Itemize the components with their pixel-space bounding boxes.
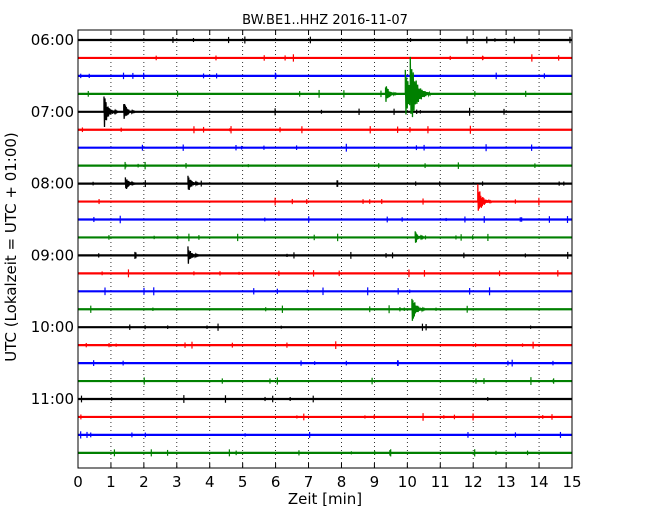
x-tick-label-2: 2 <box>139 473 149 491</box>
x-tick-label-13: 13 <box>497 473 516 491</box>
x-tick-label-12: 12 <box>464 473 483 491</box>
y-axis-label: UTC (Lokalzeit = UTC + 01:00) <box>2 132 20 362</box>
x-tick-label-14: 14 <box>530 473 549 491</box>
x-axis-ticks: 0 1 2 3 4 5 6 7 8 9 10 11 12 13 14 15 <box>73 30 582 491</box>
x-tick-label-4: 4 <box>205 473 215 491</box>
event-2 <box>409 56 432 118</box>
y-tick-label-3: 09:00 <box>31 246 74 264</box>
x-tick-label-11: 11 <box>431 473 450 491</box>
x-tick-label-8: 8 <box>337 473 347 491</box>
x-tick-label-10: 10 <box>398 473 417 491</box>
event-0 <box>384 86 398 102</box>
x-tick-label-3: 3 <box>172 473 182 491</box>
x-axis-label: Zeit [min] <box>288 490 362 508</box>
y-tick-label-4: 10:00 <box>31 318 74 336</box>
event-5 <box>124 177 137 190</box>
y-tick-label-0: 06:00 <box>31 31 74 49</box>
x-tick-label-6: 6 <box>271 473 281 491</box>
x-tick-label-1: 1 <box>106 473 116 491</box>
event-9 <box>187 246 200 264</box>
plot-frame <box>77 29 573 469</box>
y-axis-ticks: 06:00 07:00 08:00 09:00 10:00 11:00 <box>31 31 83 408</box>
x-tick-label-0: 0 <box>73 473 83 491</box>
grid-lines <box>77 30 573 468</box>
x-tick-label-5: 5 <box>238 473 248 491</box>
x-tick-label-7: 7 <box>304 473 314 491</box>
y-tick-label-2: 08:00 <box>31 175 74 193</box>
y-tick-label-1: 07:00 <box>31 103 74 121</box>
event-3 <box>103 96 119 127</box>
event-10 <box>411 298 426 321</box>
event-8 <box>414 231 427 243</box>
y-tick-label-5: 11:00 <box>31 390 74 408</box>
event-6 <box>187 175 201 191</box>
event-7 <box>477 184 493 211</box>
x-tick-label-9: 9 <box>370 473 380 491</box>
event-4 <box>123 104 136 119</box>
seismogram-traces <box>78 36 572 457</box>
chart-title: BW.BE1..HHZ 2016-11-07 <box>242 13 408 28</box>
x-tick-label-15: 15 <box>562 473 581 491</box>
